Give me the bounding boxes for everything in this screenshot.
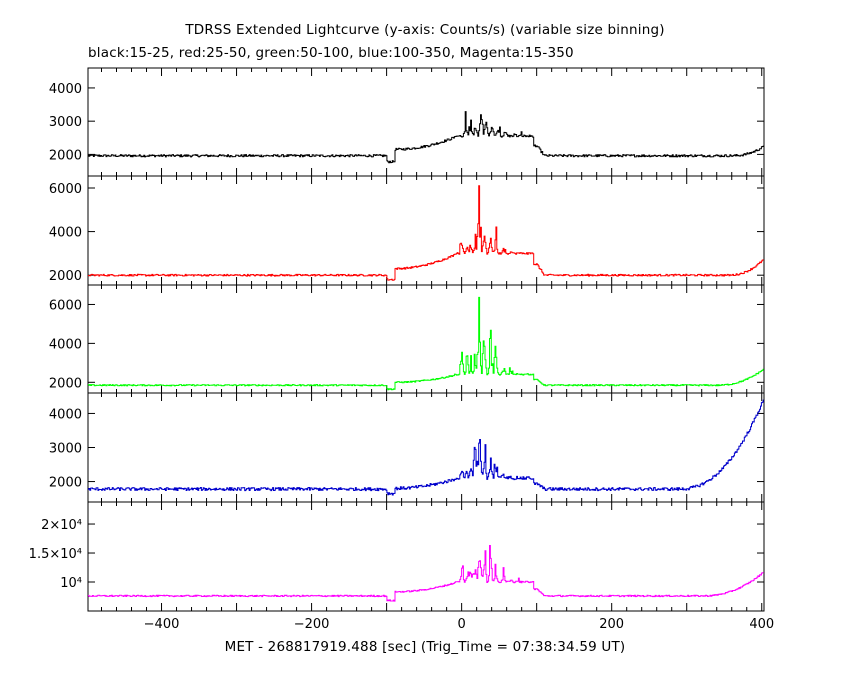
x-tick-label: 200 — [599, 617, 624, 632]
panel-frame-1 — [87, 67, 765, 177]
y-tick-label: 4000 — [49, 337, 82, 352]
y-tick-label: 2000 — [49, 269, 82, 284]
y-tick-label: 6000 — [49, 182, 82, 197]
y-tick-label: 2000 — [49, 148, 82, 163]
series-line-red — [88, 185, 764, 281]
x-axis-label: MET - 268817919.488 [sec] (Trig_Time = 0… — [224, 639, 626, 655]
y-tick-label: 2×10⁴ — [41, 518, 82, 533]
series-line-green — [88, 296, 764, 391]
y-tick-label: 1.5×10⁴ — [29, 547, 82, 562]
series-line-magenta — [88, 545, 764, 602]
panel-frame-5 — [87, 501, 765, 612]
y-tick-label: 10⁴ — [60, 576, 82, 591]
x-tick-label: −200 — [294, 617, 330, 632]
y-tick-label: 4000 — [49, 82, 82, 97]
series-line-black — [88, 111, 764, 164]
panel-frame-3 — [87, 284, 765, 394]
y-tick-label: 3000 — [49, 115, 82, 130]
chart-title: TDRSS Extended Lightcurve (y-axis: Count… — [185, 22, 665, 38]
y-tick-label: 2000 — [49, 476, 82, 491]
x-tick-label: 400 — [749, 617, 774, 632]
y-tick-label: 4000 — [49, 226, 82, 241]
panel-frame-2 — [87, 175, 765, 286]
y-tick-label: 6000 — [49, 298, 82, 313]
y-tick-label: 4000 — [49, 407, 82, 422]
y-tick-label: 3000 — [49, 442, 82, 457]
y-tick-label: 2000 — [49, 376, 82, 391]
series-line-blue — [88, 399, 764, 496]
x-tick-label: 0 — [457, 617, 465, 632]
chart-subtitle: black:15-25, red:25-50, green:50-100, bl… — [88, 45, 574, 61]
x-tick-label: −400 — [144, 617, 180, 632]
